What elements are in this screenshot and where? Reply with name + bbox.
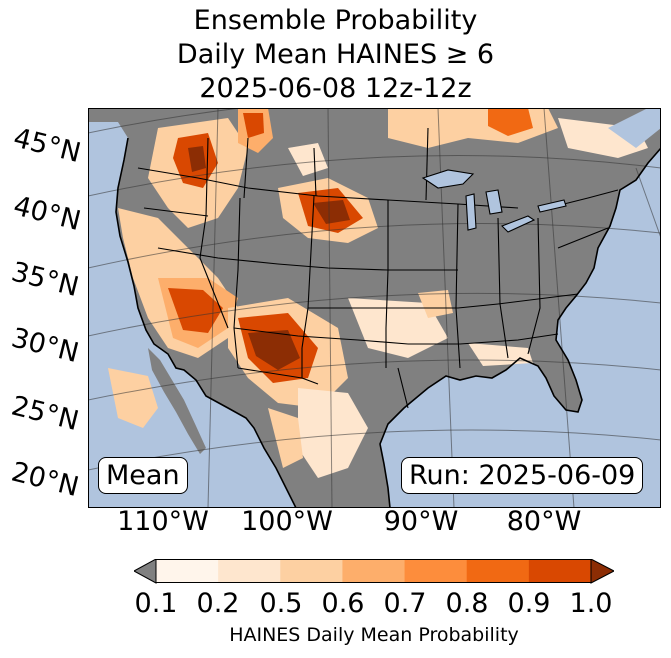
lon-label-90: 90°W <box>383 506 459 537</box>
colorbar-segment-3 <box>342 559 406 583</box>
colorbar-tick-3: 0.6 <box>321 588 365 619</box>
lat-label-20: 20°N <box>8 456 82 504</box>
colorbar-segment-5 <box>466 559 530 583</box>
lat-label-25: 25°N <box>8 390 82 438</box>
colorbar-segment-0 <box>156 559 219 583</box>
mean-label: Mean <box>98 457 188 494</box>
graticule <box>88 108 661 508</box>
colorbar-tick-7: 1.0 <box>569 588 613 619</box>
lat-label-35: 35°N <box>8 256 82 304</box>
coastline <box>115 137 661 508</box>
great-lakes <box>421 169 567 233</box>
lat-label-45: 45°N <box>10 122 84 170</box>
colorbar-tick-5: 0.8 <box>445 588 489 619</box>
title-line-2: Daily Mean HAINES ≥ 6 <box>176 39 495 70</box>
colorbar-segment-1 <box>218 559 281 583</box>
lat-label-40: 40°N <box>10 190 84 238</box>
colorbar-segment-4 <box>404 559 468 583</box>
colorbar-segment-6 <box>528 559 592 583</box>
colorbar-segments <box>156 559 592 583</box>
hudson-bay-water <box>608 108 661 148</box>
colorbar-tick-6: 0.9 <box>507 588 551 619</box>
colorbar-over-arrow <box>590 559 614 584</box>
colorbar-tick-1: 0.2 <box>196 588 240 619</box>
colorbar-outline <box>155 559 592 583</box>
probability-field <box>108 108 648 478</box>
colorbar-tick-0: 0.1 <box>134 588 178 619</box>
run-date-label: Run: 2025-06-09 <box>401 457 644 494</box>
title-line-1: Ensemble Probability <box>193 5 478 36</box>
title-line-3: 2025-06-08 12z-12z <box>199 73 472 104</box>
colorbar-label: HAINES Daily Mean Probability <box>229 624 519 646</box>
lon-label-80: 80°W <box>506 506 582 537</box>
map-canvas <box>88 108 661 508</box>
colorbar <box>134 559 614 584</box>
lon-label-110: 110°W <box>117 506 209 537</box>
colorbar-under-arrow <box>134 559 157 584</box>
colorbar-tick-4: 0.7 <box>383 588 427 619</box>
colorbar-tick-2: 0.5 <box>259 588 303 619</box>
colorbar-segment-2 <box>280 559 343 583</box>
baja-peninsula <box>148 348 206 454</box>
lon-label-100: 100°W <box>241 506 333 537</box>
map-panel <box>88 108 661 508</box>
map-frame <box>88 108 661 508</box>
map-title: Ensemble Probability Daily Mean HAINES ≥… <box>0 4 671 106</box>
state-borders <box>137 127 619 409</box>
lat-label-30: 30°N <box>8 322 82 370</box>
